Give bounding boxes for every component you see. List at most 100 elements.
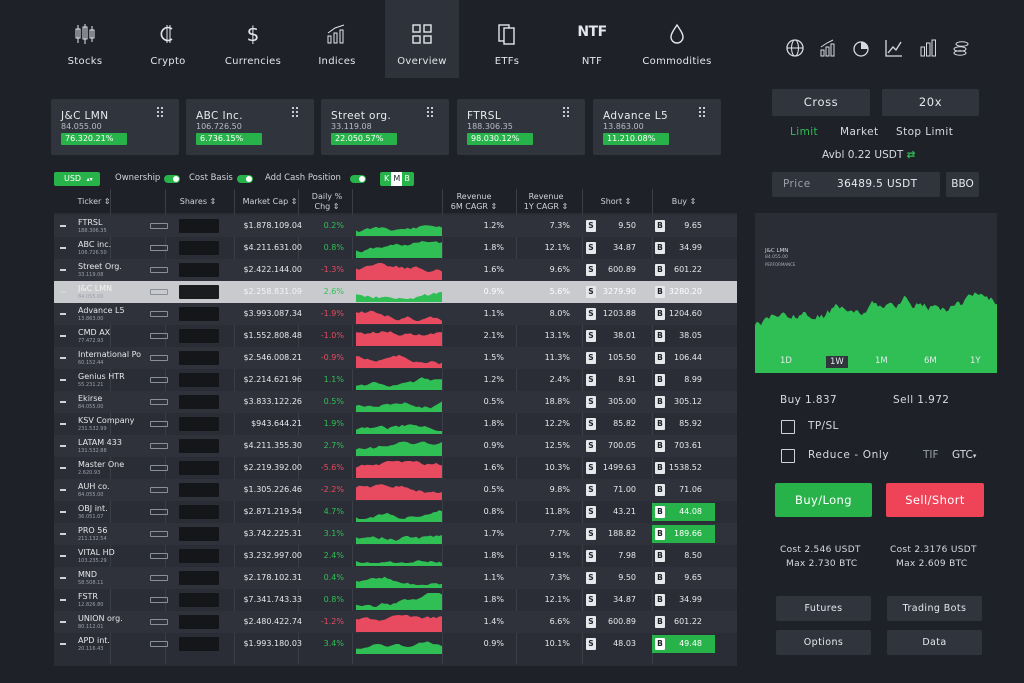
cross-button[interactable]: Cross	[772, 89, 870, 116]
row-actions-icon[interactable]	[150, 421, 168, 427]
row-buy-price[interactable]: 9.65	[684, 573, 702, 582]
row-short-price[interactable]: 105.50	[608, 353, 636, 362]
row-buy-price[interactable]: 71.06	[679, 485, 702, 494]
drag-handle-icon[interactable]	[563, 107, 571, 117]
coins-icon[interactable]	[951, 38, 971, 58]
table-row[interactable]: FSTR 12.826.80 $7.341.743.33 0.8% 1.8% 1…	[54, 589, 737, 611]
ownership-toggle[interactable]	[164, 175, 180, 183]
th-ticker[interactable]: Ticker ⇕	[74, 197, 114, 207]
ticker-card[interactable]: ABC Inc. 106.726.50 6.736.15%	[186, 99, 314, 155]
add-cash-toggle[interactable]	[350, 175, 366, 183]
range-1w[interactable]: 1W	[826, 356, 848, 368]
row-collapse-icon[interactable]	[60, 423, 66, 425]
buy-icon[interactable]: B	[655, 616, 665, 628]
kmb-m[interactable]: M	[391, 172, 403, 186]
row-actions-icon[interactable]	[150, 641, 168, 647]
range-1d[interactable]: 1D	[780, 356, 792, 366]
table-row[interactable]: VITAL HD 103.235.29 $3.232.997.00 2.4% 1…	[54, 545, 737, 567]
th-buy[interactable]: Buy ⇕	[662, 197, 706, 207]
row-short-price[interactable]: 43.21	[613, 507, 636, 516]
short-icon[interactable]: S	[586, 264, 596, 276]
drag-handle-icon[interactable]	[427, 107, 435, 117]
kmb-switch[interactable]: K M B	[380, 172, 414, 186]
row-actions-icon[interactable]	[150, 465, 168, 471]
bar-growth-icon[interactable]	[818, 38, 838, 58]
globe-icon[interactable]	[785, 38, 805, 58]
th-daily[interactable]: Daily % Chg ⇕	[306, 192, 348, 212]
row-collapse-icon[interactable]	[60, 467, 66, 469]
row-buy-price[interactable]: 49.48	[679, 639, 702, 648]
row-collapse-icon[interactable]	[60, 621, 66, 623]
table-row[interactable]: MND 58.508.11 $2.178.102.31 0.4% 1.1% 7.…	[54, 567, 737, 589]
transfer-icon[interactable]: ⇄	[906, 149, 916, 161]
row-actions-icon[interactable]	[150, 311, 168, 317]
buy-icon[interactable]: B	[655, 594, 665, 606]
row-buy-price[interactable]: 106.44	[674, 353, 702, 362]
row-buy-price[interactable]: 38.05	[679, 331, 702, 340]
buy-icon[interactable]: B	[655, 484, 665, 496]
row-actions-icon[interactable]	[150, 597, 168, 603]
buy-icon[interactable]: B	[655, 330, 665, 342]
th-mcap[interactable]: Market Cap ⇕	[238, 197, 302, 207]
short-icon[interactable]: S	[586, 308, 596, 320]
row-short-price[interactable]: 600.89	[608, 617, 636, 626]
table-row[interactable]: J&C LMN 84.055.00 $2.258.831.09 2.6% 0.9…	[54, 281, 737, 303]
shares-input[interactable]	[179, 637, 219, 651]
shares-input[interactable]	[179, 351, 219, 365]
ticker-card[interactable]: FTRSL 188.306.35 98.030.12%	[457, 99, 585, 155]
buy-icon[interactable]: B	[655, 506, 665, 518]
buy-icon[interactable]: B	[655, 550, 665, 562]
shares-input[interactable]	[179, 263, 219, 277]
row-collapse-icon[interactable]	[60, 577, 66, 579]
buy-icon[interactable]: B	[655, 264, 665, 276]
row-actions-icon[interactable]	[150, 509, 168, 515]
shares-input[interactable]	[179, 527, 219, 541]
shares-input[interactable]	[179, 483, 219, 497]
row-collapse-icon[interactable]	[60, 555, 66, 557]
buy-icon[interactable]: B	[655, 352, 665, 364]
row-buy-price[interactable]: 9.65	[684, 221, 702, 230]
row-buy-price[interactable]: 34.99	[679, 243, 702, 252]
row-short-price[interactable]: 85.82	[613, 419, 636, 428]
row-collapse-icon[interactable]	[60, 445, 66, 447]
short-icon[interactable]: S	[586, 462, 596, 474]
row-actions-icon[interactable]	[150, 223, 168, 229]
tab-etfs[interactable]: ETFs	[470, 0, 544, 78]
buy-icon[interactable]: B	[655, 220, 665, 232]
options-button[interactable]: Options	[776, 630, 871, 655]
row-short-price[interactable]: 1203.88	[602, 309, 636, 318]
table-row[interactable]: Master One 2.620.93 $2.219.392.00 -5.6% …	[54, 457, 737, 479]
row-actions-icon[interactable]	[150, 245, 168, 251]
cost-basis-toggle[interactable]	[237, 175, 253, 183]
order-type-limit[interactable]: Limit	[790, 126, 819, 138]
th-rev1[interactable]: Revenue 1Y CAGR ⇕	[518, 192, 574, 212]
shares-input[interactable]	[179, 461, 219, 475]
buy-icon[interactable]: B	[655, 396, 665, 408]
row-collapse-icon[interactable]	[60, 291, 66, 293]
row-buy-price[interactable]: 85.92	[679, 419, 702, 428]
row-short-price[interactable]: 9.50	[618, 221, 636, 230]
table-row[interactable]: OBJ int. 36.051.07 $2.871.219.54 4.7% 0.…	[54, 501, 737, 523]
short-icon[interactable]: S	[586, 418, 596, 430]
row-short-price[interactable]: 34.87	[613, 243, 636, 252]
row-buy-price[interactable]: 8.99	[684, 375, 702, 384]
short-icon[interactable]: S	[586, 330, 596, 342]
row-actions-icon[interactable]	[150, 575, 168, 581]
range-1y[interactable]: 1Y	[970, 356, 981, 366]
row-actions-icon[interactable]	[150, 399, 168, 405]
short-icon[interactable]: S	[586, 396, 596, 408]
row-short-price[interactable]: 188.82	[608, 529, 636, 538]
buy-icon[interactable]: B	[655, 308, 665, 320]
table-row[interactable]: APD int. 20.116.43 $1.993.180.03 3.4% 0.…	[54, 633, 737, 655]
row-collapse-icon[interactable]	[60, 533, 66, 535]
shares-input[interactable]	[179, 615, 219, 629]
leverage-button[interactable]: 20x	[882, 89, 979, 116]
sell-short-button[interactable]: Sell/Short	[886, 483, 984, 517]
short-icon[interactable]: S	[586, 616, 596, 628]
row-buy-price[interactable]: 305.12	[674, 397, 702, 406]
table-row[interactable]: Genius HTR 55.231.21 $2.214.621.96 1.1% …	[54, 369, 737, 391]
buy-icon[interactable]: B	[655, 242, 665, 254]
row-buy-price[interactable]: 1204.60	[668, 309, 702, 318]
shares-input[interactable]	[179, 241, 219, 255]
short-icon[interactable]: S	[586, 594, 596, 606]
